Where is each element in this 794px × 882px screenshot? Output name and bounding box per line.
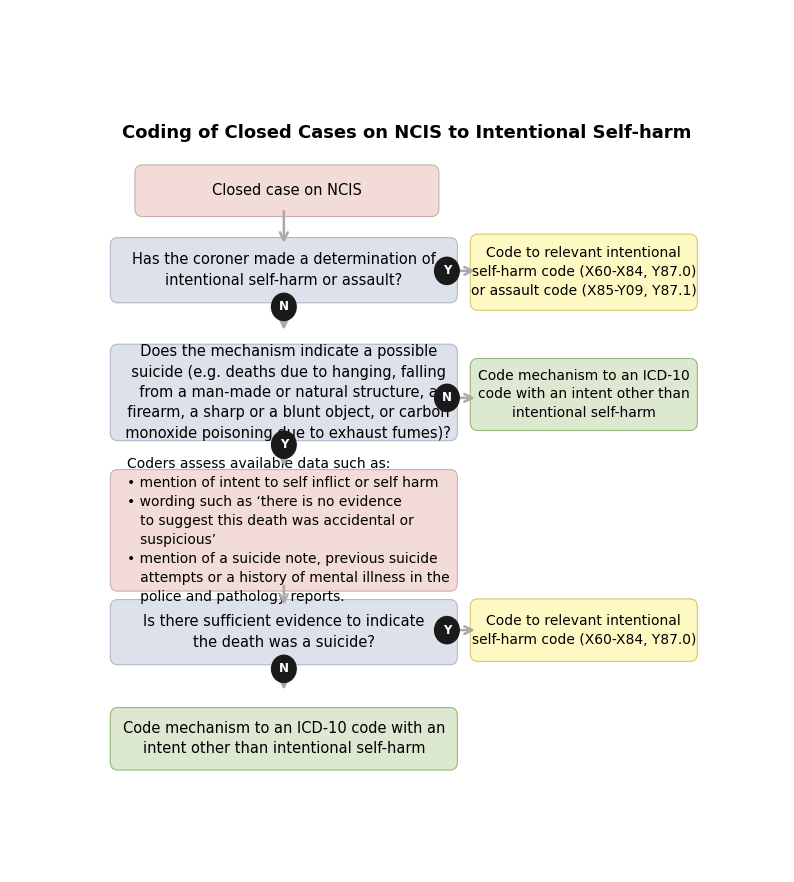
Text: Y: Y xyxy=(443,265,451,277)
Circle shape xyxy=(272,655,296,683)
Circle shape xyxy=(434,617,459,644)
Text: Does the mechanism indicate a possible
  suicide (e.g. deaths due to hanging, fa: Does the mechanism indicate a possible s… xyxy=(117,344,451,441)
Circle shape xyxy=(434,385,459,412)
Text: Coding of Closed Cases on NCIS to Intentional Self-harm: Coding of Closed Cases on NCIS to Intent… xyxy=(122,124,692,142)
Text: N: N xyxy=(279,662,289,676)
Circle shape xyxy=(434,258,459,285)
FancyBboxPatch shape xyxy=(110,707,457,770)
Circle shape xyxy=(272,431,296,459)
Text: N: N xyxy=(279,301,289,313)
Circle shape xyxy=(272,294,296,320)
FancyBboxPatch shape xyxy=(470,358,697,430)
Text: Y: Y xyxy=(279,438,288,452)
Text: Code mechanism to an ICD-10
code with an intent other than
intentional self-harm: Code mechanism to an ICD-10 code with an… xyxy=(478,369,690,421)
FancyBboxPatch shape xyxy=(110,600,457,665)
Text: Y: Y xyxy=(443,624,451,637)
Text: Code to relevant intentional
self-harm code (X60-X84, Y87.0)
or assault code (X8: Code to relevant intentional self-harm c… xyxy=(471,246,696,298)
FancyBboxPatch shape xyxy=(110,344,457,441)
FancyBboxPatch shape xyxy=(110,237,457,303)
FancyBboxPatch shape xyxy=(470,235,697,310)
FancyBboxPatch shape xyxy=(110,469,457,591)
FancyBboxPatch shape xyxy=(135,165,439,217)
Text: Has the coroner made a determination of
intentional self-harm or assault?: Has the coroner made a determination of … xyxy=(132,252,436,288)
Text: Closed case on NCIS: Closed case on NCIS xyxy=(212,183,362,198)
Text: Code mechanism to an ICD-10 code with an
intent other than intentional self-harm: Code mechanism to an ICD-10 code with an… xyxy=(122,721,445,757)
FancyBboxPatch shape xyxy=(470,599,697,662)
Text: Coders assess available data such as:
• mention of intent to self inflict or sel: Coders assess available data such as: • … xyxy=(127,457,449,603)
Text: Code to relevant intentional
self-harm code (X60-X84, Y87.0): Code to relevant intentional self-harm c… xyxy=(472,614,696,647)
Text: Is there sufficient evidence to indicate
the death was a suicide?: Is there sufficient evidence to indicate… xyxy=(143,615,425,650)
Text: N: N xyxy=(442,392,452,404)
